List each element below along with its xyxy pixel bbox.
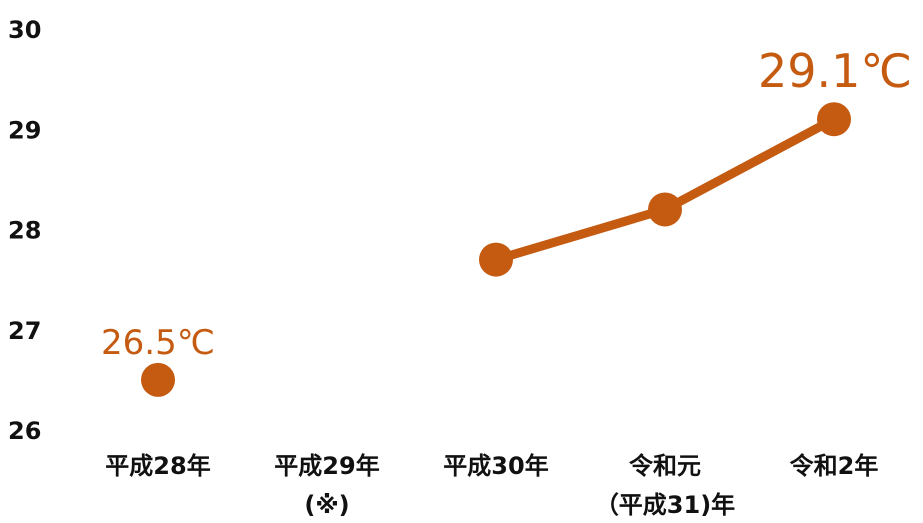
x-tick-label-1: 平成29年: [274, 452, 379, 480]
y-tick-label-27: 27: [8, 317, 41, 345]
x-tick-label-1-line2: (※): [304, 491, 349, 519]
y-tick-label-30: 30: [8, 16, 41, 44]
x-tick-label-3-line2: （平成31)年: [595, 491, 735, 519]
data-label-4: 29.1℃: [758, 44, 912, 98]
x-tick-label-0: 平成28年: [105, 452, 210, 480]
series-line-segment-3: [660, 114, 839, 214]
y-tick-label-28: 28: [8, 217, 41, 245]
x-tick-label-3: 令和元: [629, 452, 701, 480]
x-tick-label-4: 令和2年: [790, 452, 879, 480]
data-point-2: [479, 242, 513, 277]
data-point-0: [141, 362, 175, 397]
series-line-segment-2: [491, 204, 670, 265]
data-point-4: [817, 102, 851, 137]
y-tick-label-26: 26: [8, 417, 41, 445]
y-tick-label-29: 29: [8, 116, 41, 144]
x-tick-label-2: 平成30年: [443, 452, 548, 480]
data-point-3: [648, 192, 682, 227]
data-label-0: 26.5℃: [101, 323, 215, 363]
